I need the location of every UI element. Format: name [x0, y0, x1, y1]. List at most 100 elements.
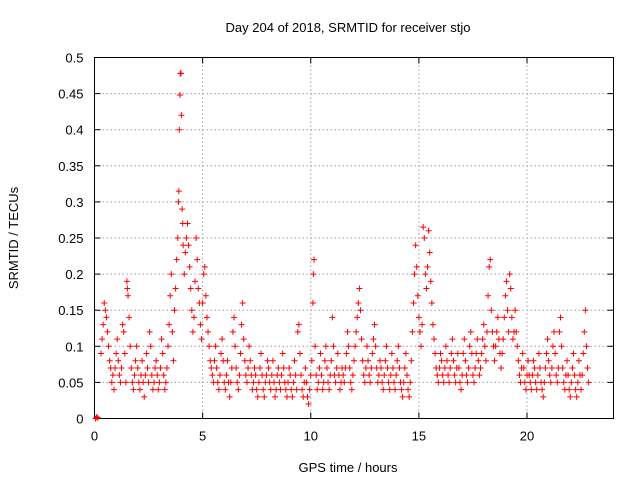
data-point [236, 372, 243, 379]
y-tick-label: 0.2 [65, 267, 83, 282]
data-point [208, 364, 215, 371]
data-point [564, 357, 571, 364]
data-point [159, 350, 166, 357]
data-point [200, 271, 207, 278]
data-point [540, 393, 547, 400]
data-point [570, 350, 577, 357]
data-point [514, 343, 521, 350]
y-tick-label: 0.35 [58, 159, 83, 174]
data-point [394, 357, 401, 364]
data-point [119, 321, 126, 328]
data-point [566, 386, 573, 393]
data-point [117, 379, 124, 386]
data-point [413, 263, 420, 270]
data-point [569, 364, 576, 371]
data-point [405, 386, 412, 393]
y-tick-label: 0.1 [65, 339, 83, 354]
data-point [408, 357, 415, 364]
data-point [197, 321, 204, 328]
data-point [541, 379, 548, 386]
data-point [110, 386, 117, 393]
data-point [456, 379, 463, 386]
data-point [581, 328, 588, 335]
data-point [112, 364, 119, 371]
data-point [409, 328, 416, 335]
data-point [194, 256, 201, 263]
data-point [486, 263, 493, 270]
data-point [160, 372, 167, 379]
data-point [521, 379, 528, 386]
data-point [285, 379, 292, 386]
data-point [254, 393, 261, 400]
data-point [235, 386, 242, 393]
data-point [260, 386, 267, 393]
data-point [376, 357, 383, 364]
data-point [406, 393, 413, 400]
data-point [464, 379, 471, 386]
data-point [351, 357, 357, 364]
data-point [243, 379, 250, 386]
data-point [423, 285, 430, 292]
data-point [120, 328, 127, 335]
data-point [215, 386, 222, 393]
data-point [155, 386, 162, 393]
y-tick-label: 0.05 [58, 375, 83, 390]
data-point [443, 357, 450, 364]
data-point [568, 379, 575, 386]
data-point [310, 256, 317, 263]
data-point [578, 386, 585, 393]
data-point [97, 350, 104, 357]
data-point [353, 328, 360, 335]
data-point [469, 372, 476, 379]
data-point [554, 379, 561, 386]
data-point [240, 336, 247, 343]
data-point [209, 372, 216, 379]
data-point [472, 364, 479, 371]
data-point [148, 372, 155, 379]
data-point [250, 379, 257, 386]
data-point [535, 350, 542, 357]
data-point [173, 256, 180, 263]
data-point [384, 364, 391, 371]
data-point [516, 372, 523, 379]
data-point [512, 307, 519, 314]
data-point [583, 343, 590, 350]
data-point [239, 299, 246, 306]
data-point [328, 357, 335, 364]
data-point [201, 263, 208, 270]
data-point [258, 350, 265, 357]
data-point [574, 379, 581, 386]
data-point [202, 292, 209, 299]
data-point [205, 328, 212, 335]
data-point [261, 393, 268, 400]
data-point [450, 357, 457, 364]
data-point [532, 379, 539, 386]
data-point [396, 364, 403, 371]
data-point [492, 343, 499, 350]
data-point [121, 350, 128, 357]
data-point [307, 372, 314, 379]
data-point [446, 379, 453, 386]
data-point [380, 386, 387, 393]
data-point [557, 314, 564, 321]
data-point [105, 343, 112, 350]
data-point [279, 350, 286, 357]
data-point [463, 372, 470, 379]
data-point [314, 386, 321, 393]
data-point [360, 372, 367, 379]
data-point [474, 336, 481, 343]
data-point [312, 343, 319, 350]
y-tick-label: 0.25 [58, 231, 83, 246]
data-point [122, 379, 129, 386]
data-point [547, 379, 554, 386]
data-point [165, 343, 172, 350]
data-point [507, 285, 514, 292]
axis-ticks: 0 0.05 0.1 0.15 0.2 0.25 0.3 0.35 0.4 0.45 0.5 0 5 10… [58, 51, 614, 444]
data-point [542, 364, 549, 371]
data-point [527, 379, 534, 386]
data-point [129, 379, 136, 386]
data-point [176, 92, 183, 99]
data-point [522, 386, 529, 393]
data-point [362, 364, 369, 371]
data-point [134, 364, 141, 371]
